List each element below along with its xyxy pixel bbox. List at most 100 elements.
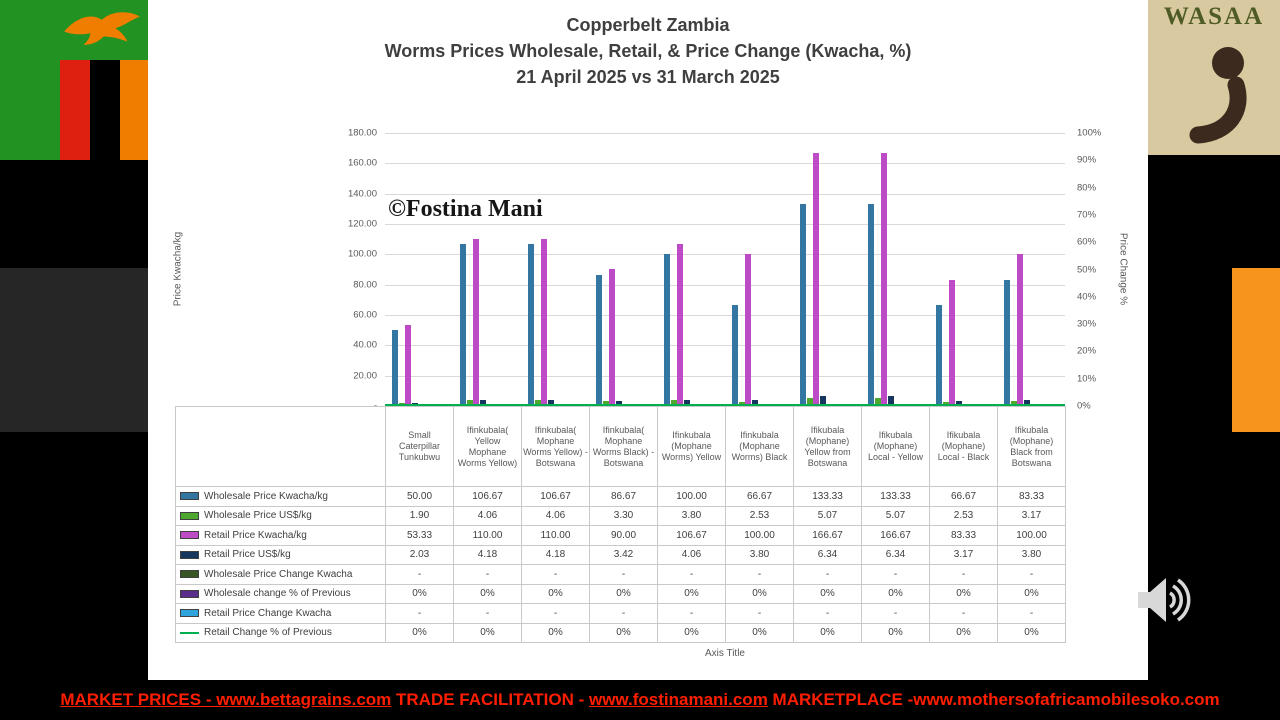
value-cell: 2.53 [726, 506, 794, 526]
value-cell: - [658, 565, 726, 585]
value-cell: 3.17 [998, 506, 1066, 526]
chart-bar [467, 400, 473, 406]
chart-bar [535, 400, 541, 406]
value-cell: 133.33 [862, 487, 930, 507]
gridline [385, 345, 1065, 346]
category-header-cell: Ifikubala (Mophane) Yellow from Botswana [794, 407, 862, 487]
value-cell: - [862, 565, 930, 585]
value-cell: 0% [726, 623, 794, 643]
value-cell: - [930, 604, 998, 624]
value-cell: - [386, 565, 454, 585]
gridline [385, 285, 1065, 286]
chart-bar [664, 254, 670, 406]
chart-bar [480, 400, 486, 406]
chart-bar [541, 239, 547, 406]
value-cell: 4.06 [658, 545, 726, 565]
flag-stripe-orange [120, 60, 150, 160]
chart-bar [405, 325, 411, 406]
value-cell: 0% [794, 623, 862, 643]
chart-bar [460, 244, 466, 406]
legend-swatch [180, 570, 199, 579]
legend-label: Wholesale change % of Previous [204, 588, 351, 600]
value-cell: 0% [658, 584, 726, 604]
chart-bar [596, 275, 602, 406]
legend-swatch [180, 511, 199, 520]
value-cell: 1.90 [386, 506, 454, 526]
value-cell: 0% [454, 623, 522, 643]
legend-cell: Retail Price Kwacha/kg [176, 526, 386, 546]
legend-cell: Wholesale change % of Previous [176, 584, 386, 604]
zambia-flag [0, 0, 150, 160]
value-cell: - [522, 565, 590, 585]
value-cell: 0% [454, 584, 522, 604]
value-cell: 166.67 [794, 526, 862, 546]
value-cell: 4.06 [454, 506, 522, 526]
value-cell: 0% [522, 623, 590, 643]
value-cell: 0% [862, 584, 930, 604]
legend-cell: Wholesale Price Change Kwacha [176, 565, 386, 585]
value-cell: 4.06 [522, 506, 590, 526]
right-axis-tick: 50% [1077, 264, 1097, 275]
chart-bar [752, 400, 758, 406]
value-cell: 0% [658, 623, 726, 643]
category-header-cell: Ifikubala (Mophane) Local - Yellow [862, 407, 930, 487]
chart-data-table: Small Caterpillar Tunkubwu Ifinkubala( Ye… [175, 406, 1066, 643]
legend-label: Wholesale Price US$/kg [204, 510, 312, 522]
chart-bar [609, 269, 615, 406]
value-cell: 0% [998, 623, 1066, 643]
legend-label: Wholesale Price Change Kwacha [204, 568, 353, 580]
value-cell: - [726, 565, 794, 585]
footer-label-trade-facilitation: TRADE FACILITATION - [391, 690, 589, 709]
category-header-cell: Small Caterpillar Tunkubwu [386, 407, 454, 487]
plot-area [385, 133, 1065, 406]
left-axis-tick: 40.00 [353, 339, 377, 351]
value-cell: - [590, 604, 658, 624]
legend-cell: Wholesale Price US$/kg [176, 506, 386, 526]
value-cell: 3.80 [658, 506, 726, 526]
value-cell: 3.30 [590, 506, 658, 526]
value-cell: 2.03 [386, 545, 454, 565]
chart-bar [1024, 400, 1030, 406]
chart-bar [528, 244, 534, 406]
chart-bar [603, 401, 609, 406]
legend-label: Retail Price Change Kwacha [204, 607, 332, 619]
table-corner-cell [176, 407, 386, 487]
value-cell: 3.17 [930, 545, 998, 565]
legend-swatch [180, 531, 199, 540]
value-cell: 106.67 [454, 487, 522, 507]
zero-change-line [385, 404, 1065, 406]
value-cell: - [998, 565, 1066, 585]
right-axis-tick: 0% [1077, 400, 1091, 412]
legend-label: Wholesale Price Kwacha/kg [204, 490, 328, 502]
chart-bar [936, 305, 942, 406]
value-cell: 0% [930, 623, 998, 643]
footer-link-fostinamani[interactable]: www.fostinamani.com [588, 690, 768, 709]
left-axis-tick: 140.00 [347, 188, 377, 200]
value-cell: 166.67 [862, 526, 930, 546]
chart-bar [1004, 280, 1010, 406]
footer-link-bettagrains[interactable]: MARKET PRICES - www.bettagrains.com [60, 690, 392, 709]
value-cell: 0% [794, 584, 862, 604]
chart-bar [732, 305, 738, 406]
flag-stripe-red [60, 60, 90, 160]
value-cell: 0% [386, 623, 454, 643]
right-axis-ticks: 0% 10% 20% 30% 40% 50% 60% 70% 80% 90% 100% [1065, 128, 1145, 412]
speaker-icon[interactable] [1130, 570, 1200, 630]
left-axis-tick: 80.00 [353, 279, 377, 291]
legend-swatch [180, 589, 199, 598]
right-axis-tick: 60% [1077, 236, 1097, 248]
value-cell: 106.67 [658, 526, 726, 546]
category-header-cell: Ifinkubala( Mophane Worms Black) - Botsw… [590, 407, 658, 487]
category-header-cell: Ifinkubala( Mophane Worms Yellow) - Bots… [522, 407, 590, 487]
value-cell: - [998, 604, 1066, 624]
left-axis-tick: 160.00 [347, 157, 377, 169]
legend-label: Retail Price Kwacha/kg [204, 529, 307, 541]
chart-bar [800, 204, 806, 406]
chart-panel: Copperbelt Zambia Worms Prices Wholesale… [148, 0, 1148, 680]
value-cell: 90.00 [590, 526, 658, 546]
category-header-cell: Ifinkubala( Yellow Mophane Worms Yellow) [454, 407, 522, 487]
value-cell: - [522, 604, 590, 624]
chart-bar [1011, 401, 1017, 406]
value-cell: 2.53 [930, 506, 998, 526]
value-cell: 100.00 [998, 526, 1066, 546]
